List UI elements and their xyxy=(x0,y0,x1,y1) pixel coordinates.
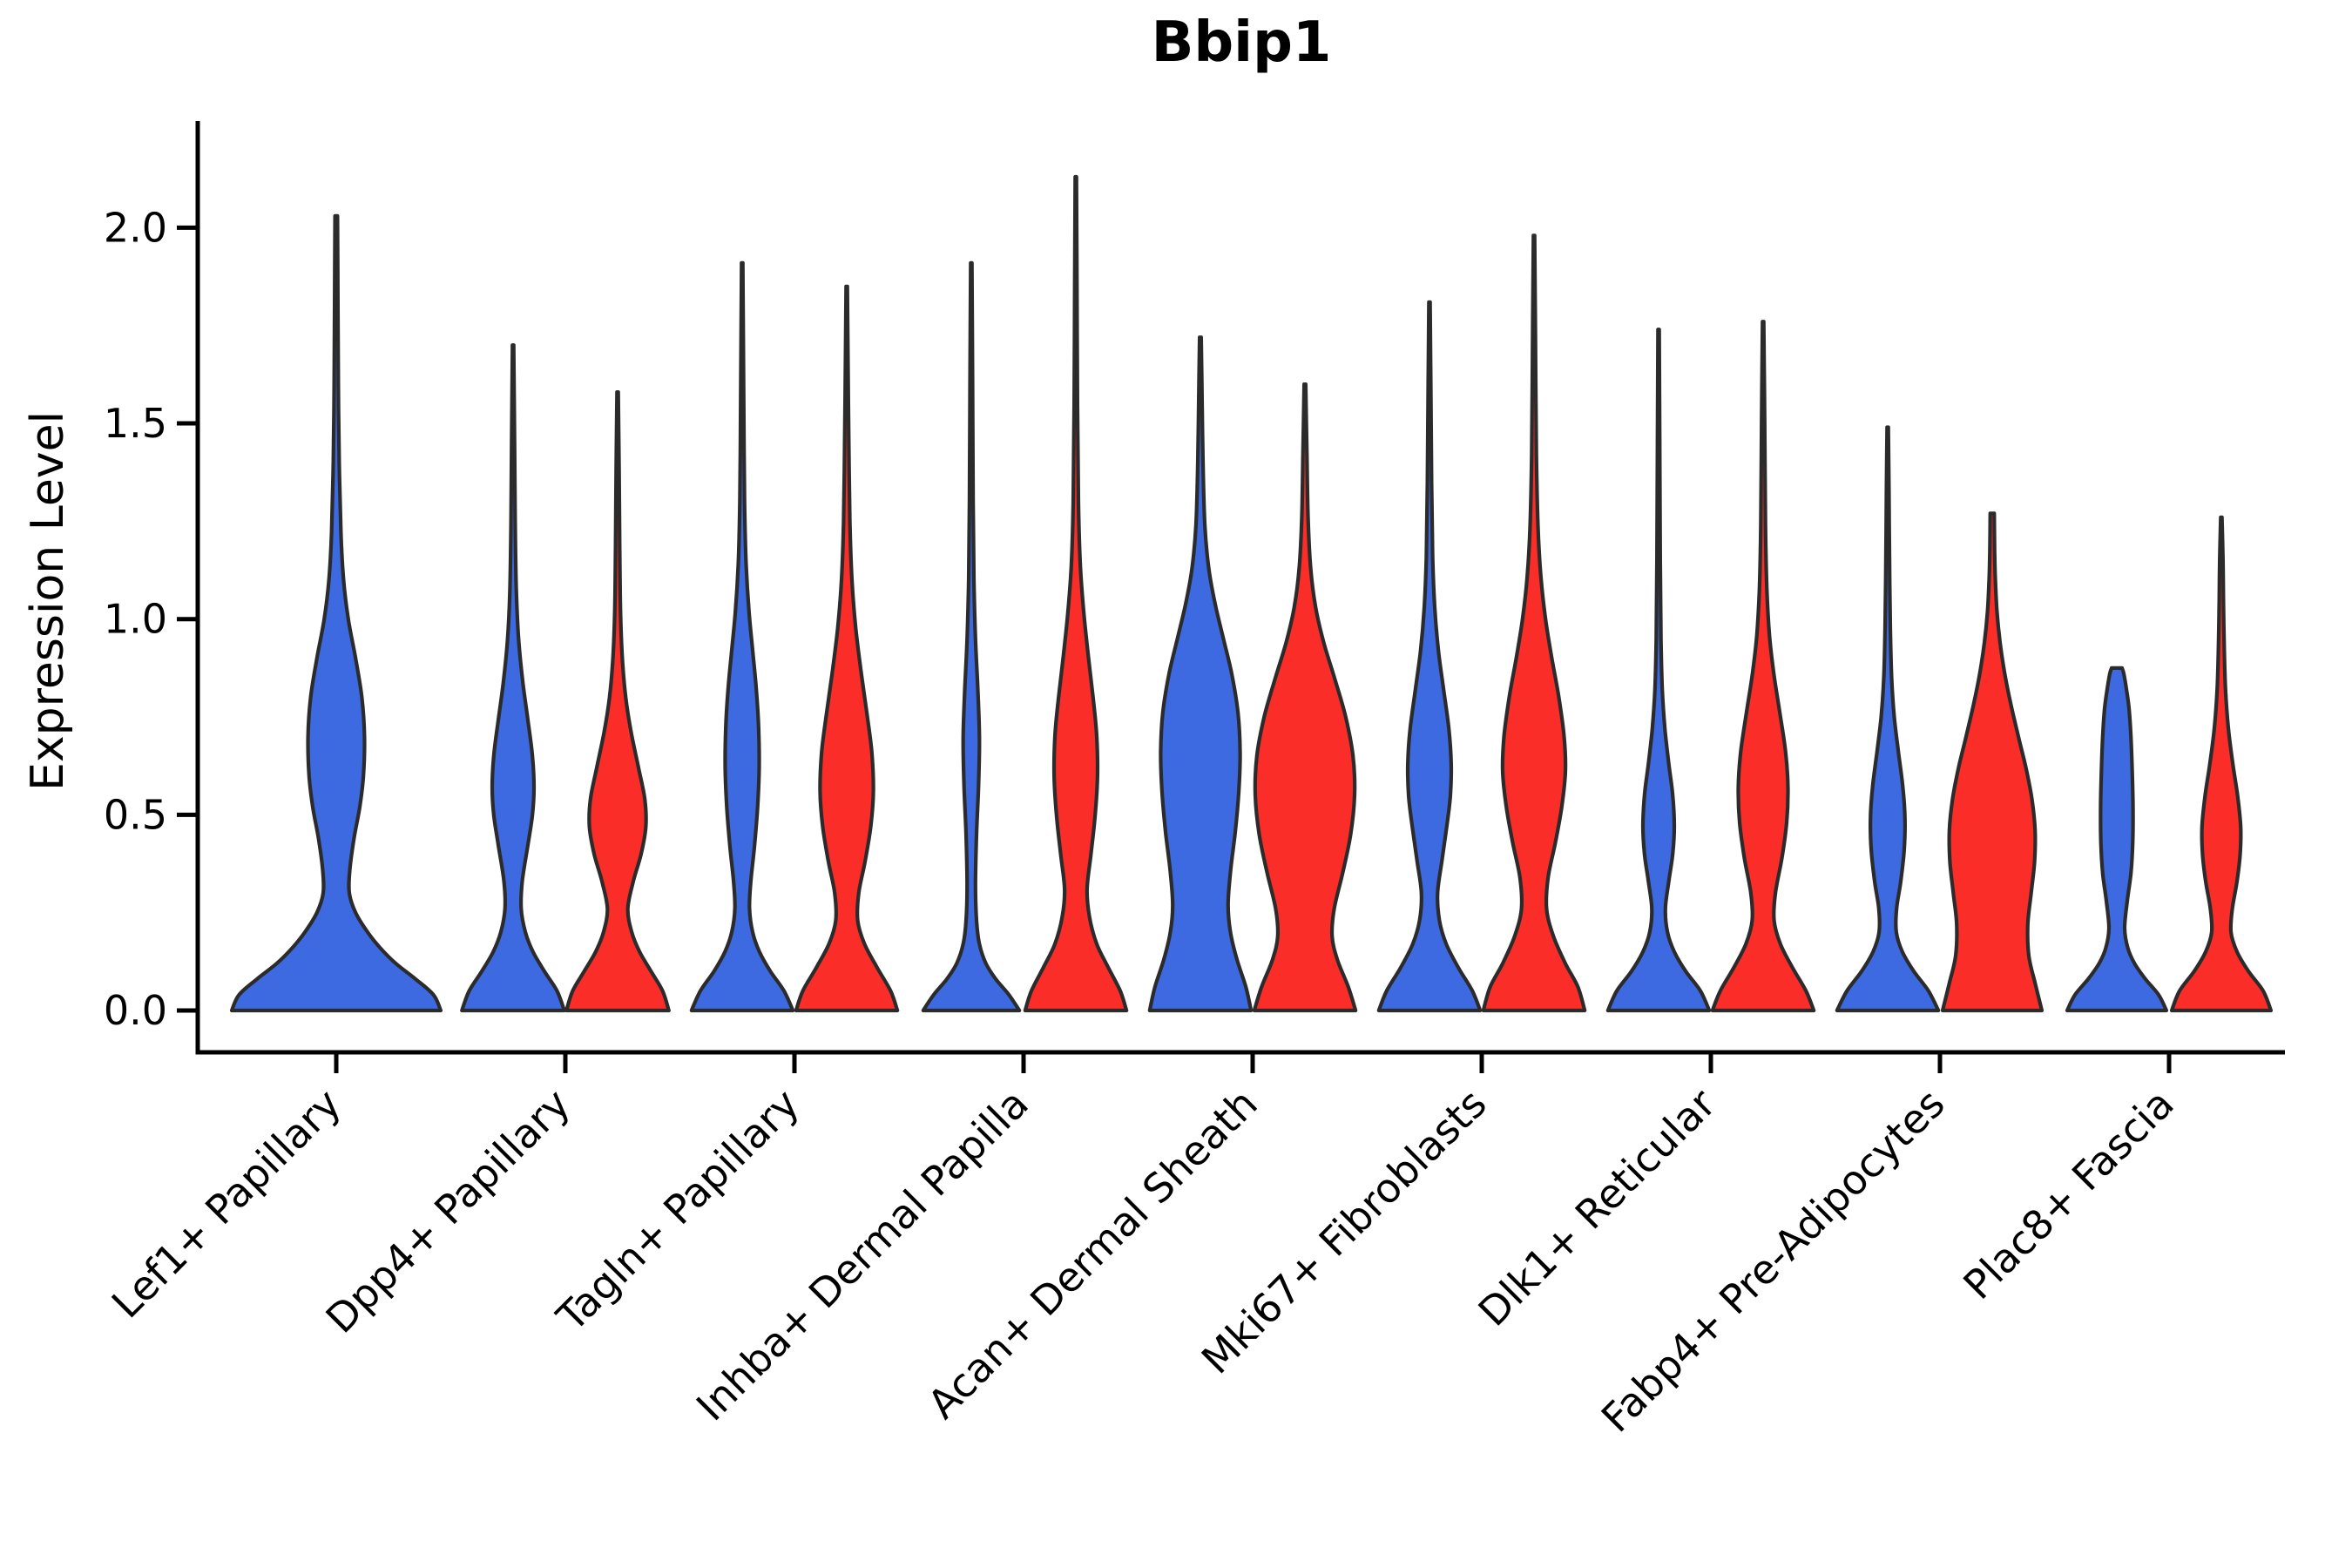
violin-6-blue xyxy=(1605,328,1712,1013)
violin-5-blue xyxy=(1376,300,1483,1013)
violin-3-blue xyxy=(921,260,1022,1013)
x-tick-label-8: Plac8+ Fascia xyxy=(1954,1080,2182,1308)
y-tick-label-2: 1.0 xyxy=(104,596,167,643)
violin-6-red xyxy=(1710,320,1816,1013)
y-tick-label-4: 2.0 xyxy=(104,204,167,251)
x-tick-label-6: Dlk1+ Reticular xyxy=(1470,1080,1725,1335)
violin-3-red xyxy=(1023,174,1129,1013)
violin-1-red xyxy=(564,390,671,1013)
violin-2-red xyxy=(794,284,900,1013)
violin-8-red xyxy=(2169,515,2274,1013)
y-tick-label-0: 0.0 xyxy=(104,987,167,1034)
x-tick-label-0: Lef1+ Papillary xyxy=(103,1080,350,1328)
violin-7-red xyxy=(1940,511,2044,1013)
violins-layer xyxy=(229,174,2274,1013)
y-axis-label: Expression Level xyxy=(22,411,74,791)
violin-1-blue xyxy=(460,343,566,1013)
violin-4-blue xyxy=(1147,335,1254,1013)
violin-0-single xyxy=(229,213,443,1013)
violin-8-blue xyxy=(2065,666,2169,1013)
violin-2-blue xyxy=(689,260,795,1013)
x-tick-label-1: Dpp4+ Papillary xyxy=(317,1080,579,1342)
x-tick-label-2: Tagln+ Papillary xyxy=(547,1080,808,1342)
violin-4-red xyxy=(1252,382,1358,1013)
y-tick-label-1: 0.5 xyxy=(104,791,167,838)
y-tick-label-3: 1.5 xyxy=(104,400,167,447)
violin-5-red xyxy=(1481,233,1587,1013)
violin-7-blue xyxy=(1835,425,1941,1013)
chart-title: Bbip1 xyxy=(1152,10,1332,75)
